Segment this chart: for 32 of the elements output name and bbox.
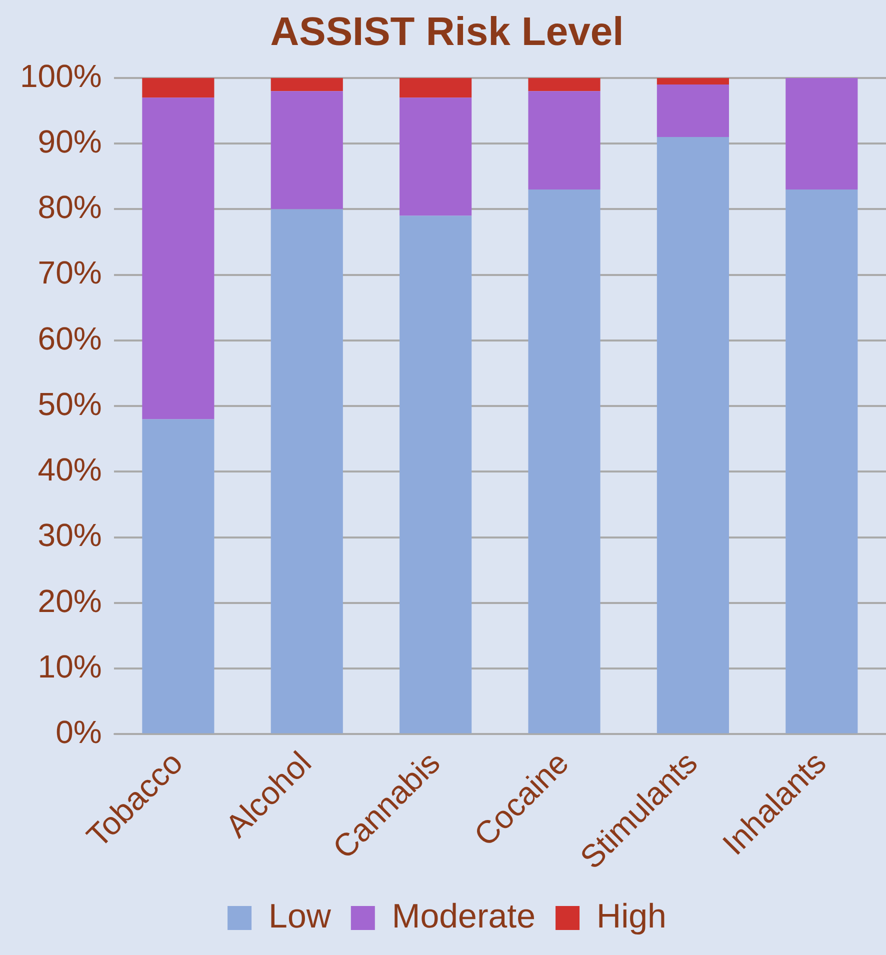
- bar: [786, 190, 858, 734]
- bar: [270, 78, 343, 92]
- y-tick-label: 60%: [38, 320, 102, 356]
- legend-label: High: [596, 897, 666, 936]
- bar: [528, 190, 600, 734]
- bar: [142, 98, 214, 420]
- y-tick-label: 50%: [38, 386, 102, 422]
- y-tick-label: 100%: [20, 58, 102, 94]
- chart-title: ASSIST Risk Level: [270, 10, 624, 54]
- y-tick-label: 20%: [38, 582, 102, 619]
- bar: [270, 209, 343, 734]
- bar: [142, 78, 214, 98]
- y-tick-label: 80%: [38, 189, 102, 226]
- bar: [656, 84, 729, 138]
- y-tick-label: 40%: [38, 452, 102, 488]
- bar: [528, 78, 600, 92]
- bar: [656, 137, 729, 734]
- legend-label: Moderate: [392, 897, 536, 936]
- y-tick-label: 90%: [38, 123, 102, 160]
- bar: [142, 419, 214, 734]
- y-tick-label: 0%: [56, 714, 102, 750]
- bar: [400, 78, 472, 98]
- bar: [786, 78, 858, 190]
- y-tick-label: 30%: [38, 517, 102, 554]
- bar: [656, 78, 729, 85]
- bar: [528, 91, 600, 190]
- y-tick-label: 70%: [38, 254, 102, 291]
- legend-label: Low: [268, 897, 332, 936]
- bar: [270, 91, 343, 210]
- y-tick-label: 10%: [38, 648, 102, 684]
- bar: [400, 98, 472, 216]
- bar: [400, 216, 472, 734]
